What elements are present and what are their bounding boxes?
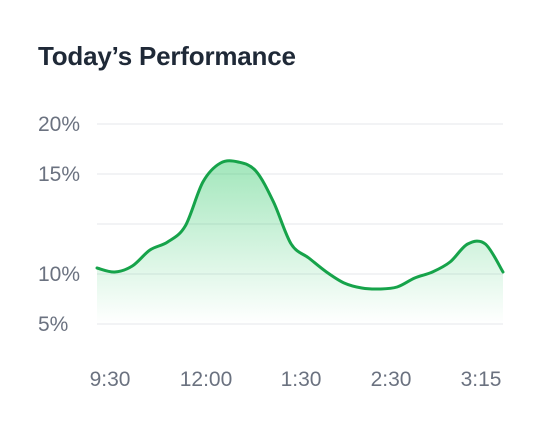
area-layer (95, 159, 505, 324)
series-area (97, 160, 503, 324)
y-tick-label: 5% (38, 313, 68, 336)
y-tick-label: 20% (38, 113, 80, 136)
series-line (95, 159, 505, 291)
chart-title: Today’s Performance (38, 41, 296, 71)
x-tick-label: 3:15 (461, 368, 502, 391)
x-tick-label: 12:00 (180, 368, 233, 391)
x-tick-label: 1:30 (281, 368, 322, 391)
x-axis: 9:30 12:00 1:30 2:30 3:15 (90, 368, 502, 391)
y-tick-label: 10% (38, 263, 80, 286)
x-tick-label: 2:30 (371, 368, 412, 391)
y-tick-label: 15% (38, 163, 80, 186)
y-axis: 20% 15% 10% 5% (38, 113, 80, 336)
x-tick-label: 9:30 (90, 368, 131, 391)
